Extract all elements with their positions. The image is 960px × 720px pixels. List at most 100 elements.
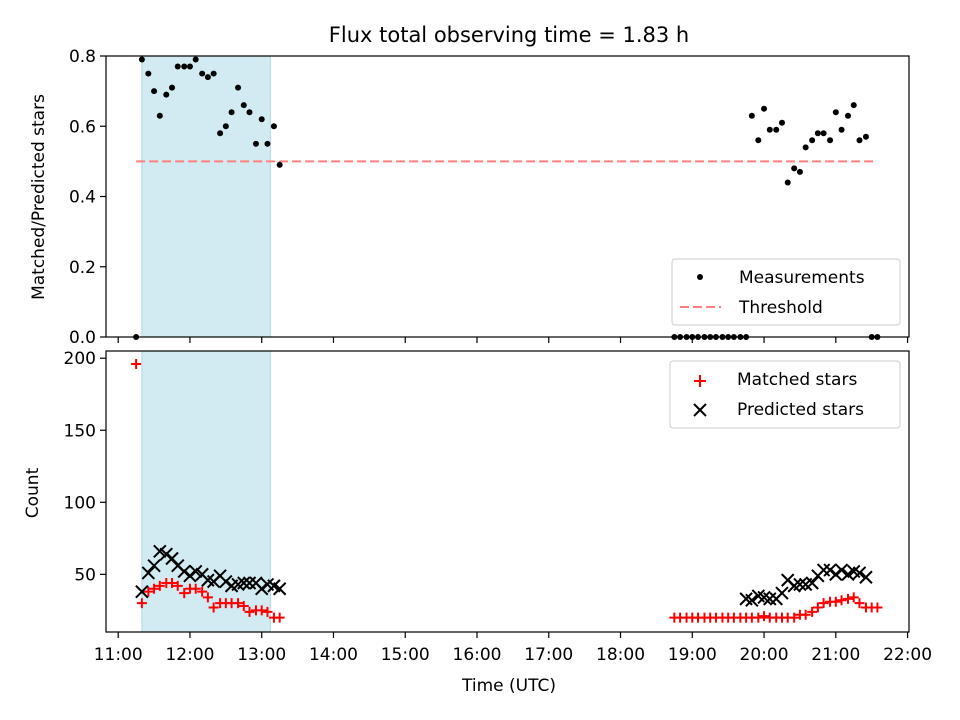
predicted-star-point (183, 569, 197, 583)
bottom-observing-span (141, 350, 271, 633)
bottom-y-axis-label: Count (23, 467, 43, 518)
measurement-point (174, 63, 181, 70)
top-y-axis-label: Matched/Predicted stars (29, 94, 49, 300)
predicted-star-point (745, 593, 759, 608)
measurement-point (199, 70, 206, 77)
measurement-point (276, 161, 283, 168)
top-legend-frame (671, 258, 901, 326)
measurement-point (222, 123, 229, 130)
predicted-star-point (816, 563, 831, 577)
matched-star-point (202, 592, 213, 603)
matched-star-point (830, 596, 841, 607)
top-y-tick-label: 0.8 (69, 47, 96, 67)
measurement-point (252, 140, 259, 147)
measurement-point (845, 112, 852, 119)
measurement-point (820, 130, 827, 137)
measurement-point (761, 105, 768, 112)
matched-star-point (836, 595, 847, 606)
matched-star-point (179, 588, 190, 599)
measurement-point (163, 91, 170, 98)
measurement-point (850, 102, 857, 109)
top-legend-label-threshold: Threshold (738, 298, 823, 318)
predicted-star-point (823, 563, 837, 577)
measurement-point (748, 112, 755, 119)
measurement-point (814, 130, 821, 137)
measurement-point (258, 116, 265, 123)
matched-star-point (854, 598, 865, 609)
bottom-x-tick-label: 19:00 (668, 645, 717, 665)
matched-star-point (848, 592, 859, 603)
matched-star-point (197, 586, 208, 597)
measurement-point (181, 63, 188, 70)
bottom-legend: Matched stars Predicted stars (669, 360, 901, 429)
measurement-point (809, 137, 816, 144)
predicted-star-point (763, 592, 777, 606)
bottom-y-tick-label: 150 (64, 421, 96, 441)
bottom-x-tick-label: 20:00 (740, 645, 789, 665)
matched-star-point (136, 598, 147, 609)
predicted-star-point (272, 582, 287, 596)
top-y-tick-label: 0.2 (69, 258, 96, 278)
predicted-star-point (237, 576, 251, 590)
chart-title: Flux total observing time = 1.83 h (329, 23, 689, 47)
measurement-point (169, 84, 176, 91)
matched-star-point (167, 578, 178, 589)
bottom-y-tick-label: 200 (64, 349, 96, 369)
predicted-star-point (793, 577, 807, 592)
matched-star-point (149, 583, 160, 594)
bottom-x-tick-label: 11:00 (94, 645, 143, 665)
measurement-point (186, 63, 193, 70)
measurement-point (264, 140, 271, 147)
predicted-star-point (147, 559, 161, 573)
top-legend-label-measurements: Measurements (739, 268, 865, 288)
matched-star-point (244, 606, 255, 617)
predicted-star-point (135, 584, 149, 599)
matched-star-point (190, 583, 201, 594)
x-axis-label: Time (UTC) (461, 676, 556, 696)
matched-legend-marker (694, 375, 706, 387)
bottom-x-tick-label: 18:00 (596, 645, 645, 665)
matched-star-point (238, 601, 249, 612)
top-observing-span (141, 55, 271, 338)
measurement-point (217, 130, 224, 137)
matched-star-point (759, 611, 770, 622)
matched-star-point (753, 612, 764, 623)
predicted-star-point (165, 551, 179, 566)
matched-star-point (812, 602, 823, 613)
matched-star-point (256, 605, 267, 616)
matched-star-point (818, 598, 829, 609)
predicted-star-point (859, 570, 873, 584)
predicted-star-point (255, 582, 269, 596)
predicted-star-point (242, 576, 257, 590)
measurement-point (246, 109, 253, 116)
top-legend: Measurements Threshold (671, 258, 901, 326)
measurement-point (228, 109, 235, 116)
bottom-y-tick-label: 100 (64, 493, 96, 513)
measurement-point (766, 126, 773, 133)
predicted-star-point (829, 567, 843, 582)
predicted-star-point (141, 566, 156, 580)
measurement-point (784, 179, 791, 186)
measurement-point (778, 119, 785, 126)
matched-star-point (274, 612, 285, 623)
bottom-axes-frame (105, 350, 910, 633)
bottom-x-tick-label: 16:00 (453, 645, 502, 665)
predicted-star-point (775, 586, 789, 600)
bottom-legend-label-matched: Matched stars (737, 370, 857, 390)
measurement-point (755, 137, 762, 144)
measurements-legend-marker (697, 274, 703, 280)
predicted-star-point (159, 547, 173, 561)
measurement-point (151, 88, 158, 95)
bottom-x-tick-label: 22:00 (883, 645, 932, 665)
measurement-point (796, 168, 803, 175)
bottom-y-tick-label: 50 (74, 565, 96, 585)
matched-star-point (208, 602, 219, 613)
matched-star-point (843, 593, 854, 604)
measurement-point (802, 144, 809, 151)
bottom-panel: 50 100 150 200 11:00 12:00 13:00 14:00 15:00 16:0… (23, 349, 932, 696)
bottom-legend-frame (669, 360, 901, 429)
predicted-star-point (177, 564, 191, 579)
measurement-point (862, 133, 869, 140)
bottom-x-tick-label: 14:00 (309, 645, 358, 665)
measurement-point (156, 112, 163, 119)
